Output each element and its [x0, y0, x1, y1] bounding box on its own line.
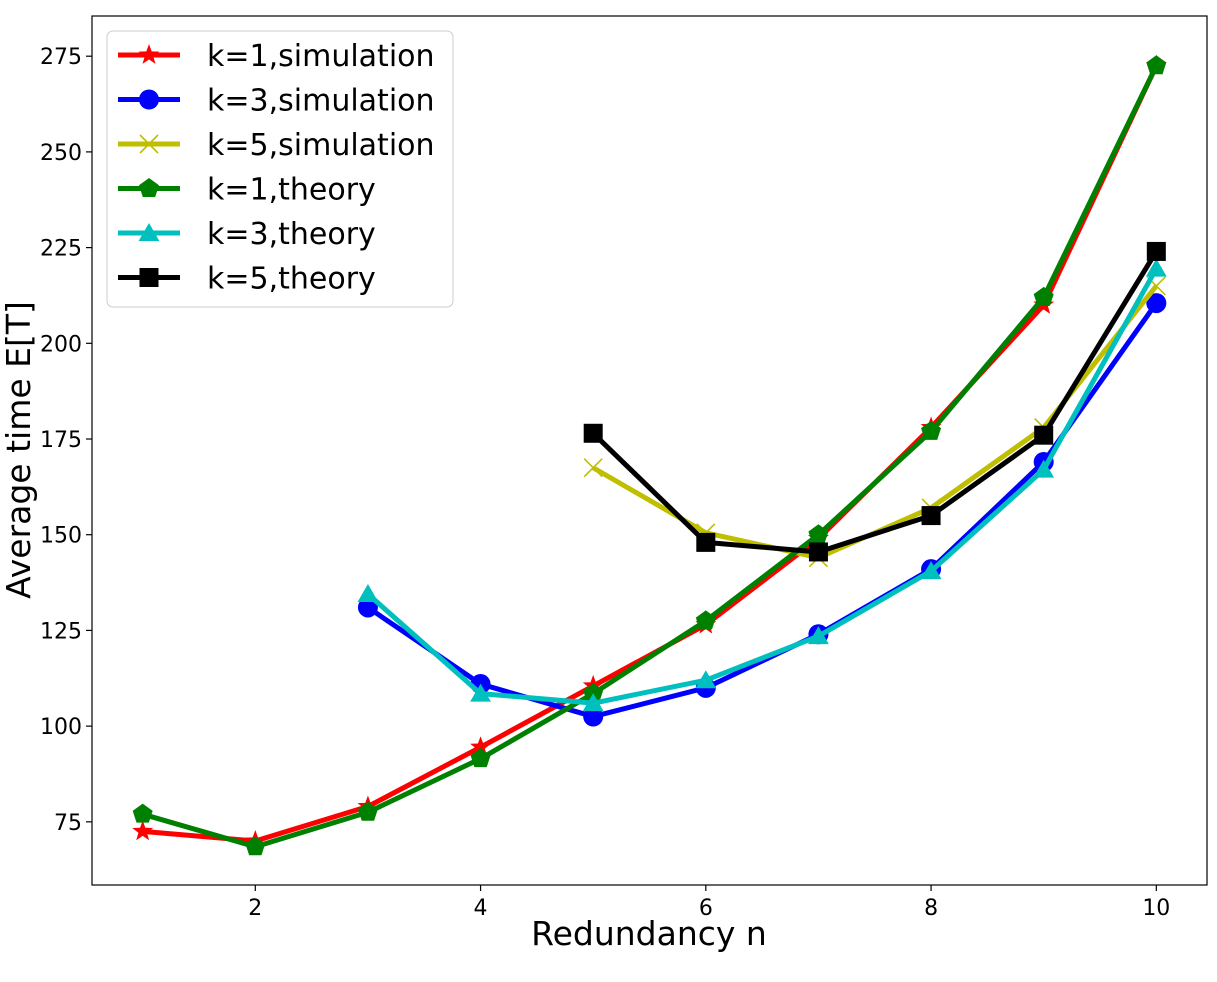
- x-tick-label: 10: [1142, 896, 1170, 921]
- data-point: [1145, 258, 1167, 277]
- legend-entry: k=3,theory: [118, 217, 376, 252]
- legend-entry: k=5,simulation: [118, 128, 435, 163]
- data-point: [470, 736, 492, 757]
- legend: k=1,simulation k=3,simulation k=5,simulati…: [106, 30, 454, 308]
- y-tick-label: 200: [40, 332, 82, 357]
- series-layer: [132, 54, 1167, 856]
- data-point: [1033, 286, 1054, 306]
- legend-entry: k=1,simulation: [118, 39, 435, 74]
- data-point: [583, 683, 604, 703]
- series-3: [583, 276, 1166, 568]
- series-line: [141, 64, 1159, 850]
- data-point: [695, 610, 716, 630]
- data-point: [583, 706, 604, 727]
- series-line: [591, 250, 1159, 555]
- y-tick-label: 75: [54, 811, 82, 836]
- series-6: [583, 241, 1166, 562]
- legend-entry: k=5,theory: [118, 262, 376, 297]
- y-tick-label: 150: [40, 524, 82, 549]
- legend-marker: [139, 268, 159, 287]
- legend-label: k=5,simulation: [207, 128, 435, 163]
- data-point: [695, 670, 717, 689]
- data-point: [1034, 425, 1054, 445]
- series-5: [357, 258, 1167, 712]
- legend-label: k=5,theory: [207, 262, 376, 297]
- series-2: [357, 293, 1167, 727]
- data-point: [470, 748, 491, 768]
- data-point: [470, 683, 491, 702]
- x-tick-label: 4: [474, 896, 488, 921]
- data-point: [132, 803, 153, 823]
- x-tick-label: 6: [699, 896, 713, 921]
- legend-entry: k=3,simulation: [118, 84, 435, 119]
- y-tick-label: 100: [40, 715, 82, 740]
- data-point: [921, 506, 941, 526]
- y-tick-label: 175: [40, 428, 82, 453]
- axis-ticks: 2 4 6 8 10 75 100 125 150 175 200 225 250 275: [40, 45, 1170, 921]
- legend-entry: k=1,theory: [118, 173, 376, 208]
- data-point: [808, 542, 828, 562]
- legend-marker: [139, 178, 159, 197]
- data-point: [357, 597, 378, 618]
- y-tick-label: 250: [40, 141, 82, 166]
- y-tick-label: 125: [40, 619, 82, 644]
- x-axis-title: Redundancy n: [531, 914, 767, 953]
- series-line: [366, 267, 1159, 706]
- data-point: [1033, 459, 1055, 478]
- legend-label: k=3,theory: [207, 217, 376, 252]
- legend-label: k=1,theory: [207, 173, 376, 208]
- legend-label: k=1,simulation: [207, 39, 435, 74]
- data-point: [357, 801, 378, 821]
- data-point: [920, 561, 942, 580]
- data-point: [696, 532, 716, 552]
- data-point: [1146, 293, 1167, 314]
- x-tick-label: 2: [248, 896, 262, 921]
- x-tick-label: 8: [924, 896, 938, 921]
- data-point: [582, 693, 604, 712]
- legend-marker: [138, 44, 160, 64]
- data-point: [357, 584, 379, 603]
- data-point: [583, 458, 603, 478]
- data-point: [1146, 55, 1167, 75]
- series-4: [132, 55, 1167, 856]
- data-point: [808, 524, 829, 544]
- data-point: [921, 420, 942, 440]
- series-line: [366, 301, 1159, 720]
- y-tick-label: 225: [40, 237, 82, 262]
- data-point: [808, 626, 829, 645]
- legend-marker: [139, 134, 159, 154]
- y-tick-label: 275: [40, 45, 82, 70]
- data-point: [132, 820, 154, 841]
- legend-box: [106, 30, 454, 308]
- y-axis-title: Average time E[T]: [0, 301, 38, 599]
- legend-marker: [139, 89, 159, 110]
- data-point: [245, 836, 266, 856]
- legend-label: k=3,simulation: [207, 84, 435, 119]
- legend-marker: [138, 223, 160, 241]
- data-point: [583, 423, 603, 443]
- data-point: [1146, 241, 1166, 261]
- plot-frame: [91, 15, 1208, 886]
